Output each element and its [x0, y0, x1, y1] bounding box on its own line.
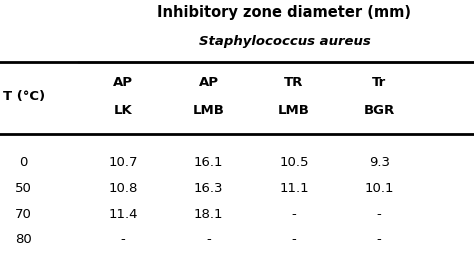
Text: 0: 0 [19, 156, 28, 169]
Text: AP: AP [199, 76, 219, 89]
Text: 70: 70 [15, 208, 32, 221]
Text: Tr: Tr [372, 76, 386, 89]
Text: LK: LK [114, 104, 133, 117]
Text: 11.4: 11.4 [109, 208, 138, 221]
Text: -: - [377, 208, 382, 221]
Text: 10.8: 10.8 [109, 182, 138, 195]
Text: 10.7: 10.7 [109, 156, 138, 169]
Text: AP: AP [113, 76, 133, 89]
Text: TR: TR [284, 76, 303, 89]
Text: BGR: BGR [364, 104, 395, 117]
Text: 80: 80 [15, 233, 32, 246]
Text: LMB: LMB [192, 104, 225, 117]
Text: 10.5: 10.5 [279, 156, 309, 169]
Text: 16.3: 16.3 [194, 182, 223, 195]
Text: Inhibitory zone diameter (mm): Inhibitory zone diameter (mm) [157, 5, 411, 20]
Text: -: - [292, 208, 296, 221]
Text: -: - [121, 233, 126, 246]
Text: 18.1: 18.1 [194, 208, 223, 221]
Text: T (°C): T (°C) [3, 90, 45, 103]
Text: 11.1: 11.1 [279, 182, 309, 195]
Text: LMB: LMB [278, 104, 310, 117]
Text: -: - [377, 233, 382, 246]
Text: 16.1: 16.1 [194, 156, 223, 169]
Text: -: - [292, 233, 296, 246]
Text: Staphylococcus aureus: Staphylococcus aureus [199, 35, 370, 48]
Text: 9.3: 9.3 [369, 156, 390, 169]
Text: 50: 50 [15, 182, 32, 195]
Text: 10.1: 10.1 [365, 182, 394, 195]
Text: -: - [206, 233, 211, 246]
